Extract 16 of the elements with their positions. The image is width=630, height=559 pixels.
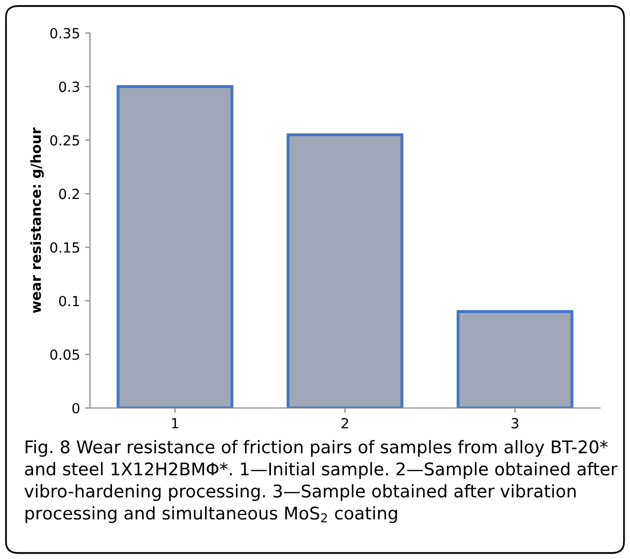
y-axis-title: wear resistance: g/hour [30, 128, 44, 314]
bar [116, 85, 234, 408]
y-tick-label: 0.35 [50, 28, 80, 38]
bar [456, 310, 574, 408]
bar [286, 133, 404, 408]
x-tick-label: 2 [342, 418, 348, 428]
y-tick-label: 0.2 [59, 188, 79, 200]
y-tick-label: 0.15 [50, 242, 80, 253]
y-tick-label: 0 [72, 402, 80, 414]
y-tick-label: 0.25 [50, 135, 80, 146]
y-tick-label: 0.1 [59, 296, 79, 306]
x-tick-label: 1 [172, 418, 178, 428]
y-tick-label: 0.3 [59, 82, 80, 92]
caption: Fig. 8 Wear resistance of friction pairs of samples from alloy BT-20* and steel 1X12H2BMΦ*. 1—Initial sample. 2—Sample obtained after vibro-hardening processing. 3—Sample obtained after vibration processing and simultaneous MoS$_{2}$ coating [24, 440, 618, 524]
y-tick-label: 0.05 [50, 349, 80, 360]
x-tick-label: 3 [512, 418, 518, 428]
